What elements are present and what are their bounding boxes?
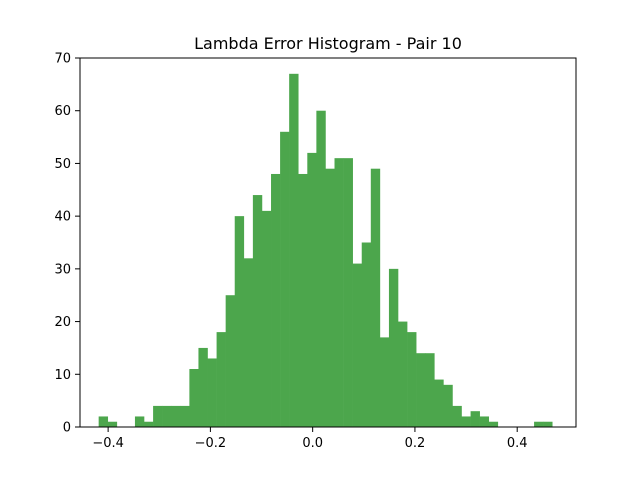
y-tick-label: 10 — [54, 368, 71, 383]
histogram-bar — [425, 353, 435, 427]
y-axis: 0 10 20 30 40 50 60 70 — [54, 52, 80, 436]
histogram-bar — [98, 416, 109, 427]
y-tick-label: 40 — [54, 210, 71, 225]
histogram-bar — [443, 384, 453, 427]
histogram-bar — [234, 216, 245, 427]
histogram-bar — [198, 347, 208, 427]
histogram-bar — [452, 405, 462, 427]
histogram-bar — [207, 358, 217, 427]
y-tick-label: 0 — [63, 421, 71, 436]
histogram-bar — [144, 421, 154, 427]
histogram-bar — [388, 268, 399, 427]
x-tick-label: 0.2 — [405, 436, 426, 451]
histogram-bar — [361, 242, 372, 427]
histogram-bar — [398, 321, 408, 427]
histogram-bar — [298, 173, 308, 427]
histogram-bar — [488, 421, 499, 427]
chart-title: Lambda Error Histogram - Pair 10 — [194, 34, 462, 53]
histogram-bar — [352, 263, 363, 427]
x-tick-label: 0.4 — [507, 436, 528, 451]
histogram-bar — [171, 405, 181, 427]
histogram-bar — [225, 295, 236, 427]
histogram-bar — [289, 73, 299, 427]
y-tick-label: 50 — [54, 157, 71, 172]
histogram-bar — [407, 332, 417, 427]
histogram-bar — [379, 337, 390, 427]
histogram-bar — [307, 152, 317, 427]
x-tick-label: −0.4 — [92, 436, 124, 451]
x-tick-label: 0.0 — [302, 436, 323, 451]
histogram-bar — [153, 405, 163, 427]
histogram-bar — [416, 353, 426, 427]
histogram-bar — [370, 168, 381, 427]
histogram-bar — [271, 173, 281, 427]
plot-frame — [79, 57, 577, 428]
histogram-bar — [216, 332, 226, 427]
histogram-bar — [252, 195, 263, 427]
histogram-bar — [343, 158, 353, 427]
histogram-bar — [134, 416, 145, 427]
x-tick-label: −0.2 — [195, 436, 227, 451]
histogram-bar — [534, 421, 544, 427]
bars-group — [98, 73, 553, 428]
histogram-bar — [325, 168, 335, 427]
histogram-bar — [470, 411, 480, 427]
histogram-bar — [243, 258, 254, 427]
histogram-bar — [543, 421, 553, 427]
histogram-bar — [107, 421, 118, 427]
y-tick-label: 20 — [54, 315, 71, 330]
histogram-bar — [479, 416, 490, 427]
histogram-bar — [280, 131, 290, 428]
histogram-bar — [162, 405, 172, 427]
y-tick-label: 60 — [54, 104, 71, 119]
histogram-bar — [316, 110, 326, 428]
histogram-bar — [180, 405, 190, 427]
y-tick-label: 30 — [54, 262, 71, 277]
histogram-bar — [261, 210, 272, 427]
histogram-bar — [434, 379, 444, 427]
histogram-bar — [189, 369, 199, 427]
histogram-bar — [461, 416, 471, 427]
x-axis: −0.4 −0.2 0.0 0.2 0.4 — [92, 427, 528, 451]
y-tick-label: 70 — [54, 52, 71, 67]
histogram-bar — [334, 158, 344, 427]
